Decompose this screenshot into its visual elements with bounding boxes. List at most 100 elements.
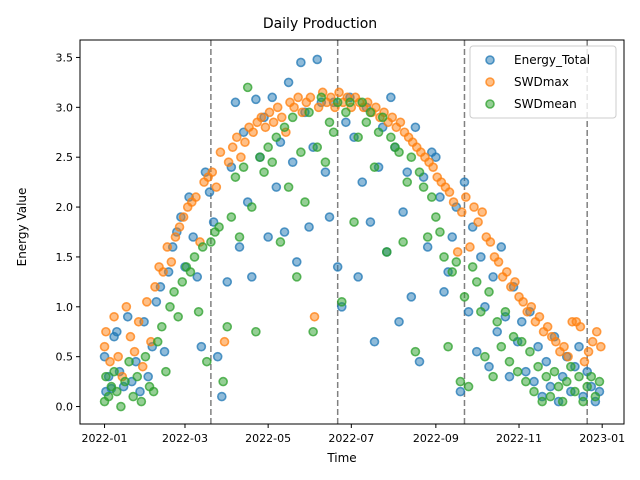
data-point	[422, 232, 433, 242]
data-point	[551, 336, 561, 347]
data-point	[395, 117, 406, 128]
data-point	[414, 356, 425, 367]
data-point	[469, 202, 479, 212]
data-point	[293, 92, 303, 103]
data-point	[240, 137, 250, 148]
data-point	[332, 262, 343, 272]
data-point	[234, 242, 245, 252]
data-point	[596, 341, 606, 352]
series-Energy_Total	[99, 54, 605, 407]
data-point	[406, 292, 417, 302]
data-point	[272, 102, 283, 113]
data-point	[226, 212, 237, 222]
data-point	[341, 117, 351, 128]
data-point	[574, 341, 584, 352]
y-axis-label: Energy Value	[15, 188, 29, 267]
y-tick-label: 3.0	[56, 101, 74, 114]
data-point	[575, 321, 586, 332]
axes-frame	[79, 39, 625, 425]
data-point	[128, 391, 138, 402]
data-point	[428, 162, 438, 172]
data-point	[345, 97, 355, 108]
data-point	[151, 297, 162, 307]
data-point	[324, 117, 335, 128]
data-point	[150, 282, 160, 292]
data-point	[529, 376, 539, 387]
data-point	[135, 386, 145, 397]
data-point	[533, 361, 543, 372]
data-point	[263, 142, 273, 153]
data-point	[142, 297, 152, 307]
data-point	[113, 351, 123, 362]
data-point	[263, 232, 273, 242]
data-point	[300, 197, 310, 207]
data-point	[291, 257, 302, 267]
x-axis-label: Time	[326, 451, 356, 465]
data-point	[448, 197, 459, 207]
data-point	[296, 57, 306, 68]
data-point	[122, 311, 133, 322]
data-point	[103, 391, 114, 402]
data-point	[485, 237, 496, 247]
data-point	[463, 381, 474, 392]
data-point	[521, 376, 531, 387]
data-point	[545, 381, 556, 392]
data-point	[452, 247, 463, 257]
data-point	[140, 351, 151, 362]
series-SWDmax	[99, 87, 606, 382]
y-tick-label: 2.0	[56, 201, 74, 214]
data-point	[488, 371, 498, 382]
data-point	[242, 82, 253, 93]
data-point	[594, 376, 605, 387]
data-point	[365, 217, 376, 227]
data-point	[496, 341, 507, 352]
data-point	[537, 396, 548, 407]
data-point	[590, 391, 601, 402]
data-point	[357, 177, 368, 187]
data-point	[143, 371, 153, 382]
data-point	[230, 97, 241, 108]
data-point	[136, 396, 147, 407]
data-point	[196, 341, 207, 352]
data-point	[422, 242, 433, 252]
data-point	[574, 371, 584, 382]
data-point	[283, 182, 294, 192]
data-point	[583, 346, 594, 357]
data-point	[493, 257, 504, 267]
data-point	[231, 132, 242, 143]
data-point	[476, 252, 486, 262]
data-point	[169, 287, 179, 297]
data-point	[561, 376, 572, 387]
data-point	[456, 207, 467, 217]
data-point	[394, 316, 404, 327]
data-point	[133, 316, 144, 327]
data-point	[447, 232, 458, 242]
data-point	[219, 336, 230, 347]
data-point	[256, 112, 267, 123]
data-point	[492, 326, 503, 337]
data-point	[398, 237, 408, 247]
data-point	[373, 127, 384, 138]
data-point	[316, 92, 327, 103]
data-point	[192, 272, 203, 282]
data-point	[504, 371, 515, 382]
legend-marker	[485, 77, 495, 87]
data-point	[230, 172, 241, 182]
data-point	[185, 267, 196, 277]
data-point	[170, 232, 181, 242]
data-point	[216, 391, 227, 402]
data-point	[271, 132, 282, 143]
data-point	[501, 267, 512, 277]
data-point	[369, 162, 380, 172]
data-point	[386, 92, 396, 103]
x-tick-label: 2022-03	[162, 432, 208, 445]
data-point	[304, 107, 314, 118]
data-point	[211, 182, 222, 192]
data-point	[248, 127, 258, 138]
x-tick-label: 2022-11	[496, 432, 542, 445]
data-point	[279, 122, 290, 133]
data-point	[328, 127, 339, 138]
data-point	[309, 311, 320, 322]
data-point	[459, 177, 470, 187]
data-point	[246, 202, 257, 212]
